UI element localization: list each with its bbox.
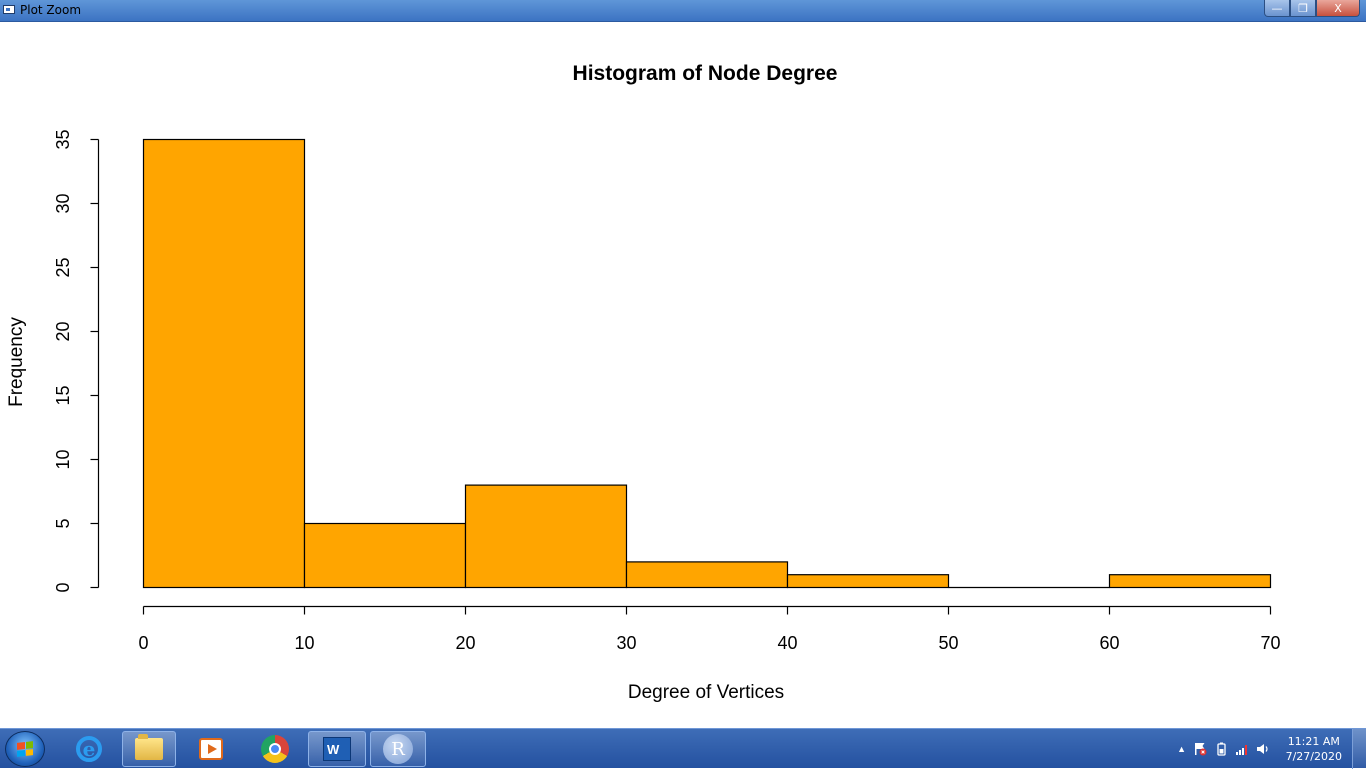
- media-player-taskbar-item[interactable]: [182, 731, 240, 767]
- histogram-bar-40-50: [786, 574, 950, 589]
- action-center-icon[interactable]: [1193, 742, 1207, 756]
- window-controls: — ❐ X: [1264, 0, 1360, 18]
- plot-window-icon: [3, 5, 15, 14]
- minimize-button[interactable]: —: [1264, 0, 1290, 17]
- x-tick-label-60: 60: [1099, 633, 1119, 653]
- r-taskbar-item[interactable]: R: [370, 731, 426, 767]
- y-axis: 0 5 10 15 20 25 30 35: [53, 129, 100, 593]
- x-tick-label-30: 30: [616, 633, 636, 653]
- taskbar-clock[interactable]: 11:21 AM 7/27/2020: [1286, 734, 1342, 764]
- network-icon[interactable]: [1235, 742, 1249, 756]
- clock-time: 11:21 AM: [1287, 735, 1340, 748]
- show-hidden-icons-icon[interactable]: ▲: [1177, 744, 1186, 754]
- chart-title: Histogram of Node Degree: [573, 62, 838, 85]
- close-button[interactable]: X: [1316, 0, 1360, 17]
- internet-explorer-taskbar-item[interactable]: e: [60, 731, 118, 767]
- window-titlebar: Plot Zoom — ❐ X: [0, 0, 1366, 22]
- word-taskbar-item[interactable]: W: [308, 731, 366, 767]
- internet-explorer-icon: e: [76, 736, 102, 762]
- y-tick-label-25: 25: [53, 257, 73, 277]
- volume-icon[interactable]: [1256, 742, 1270, 756]
- x-tick-label-40: 40: [777, 633, 797, 653]
- clock-date: 7/27/2020: [1285, 750, 1342, 763]
- x-tick-label-50: 50: [938, 633, 958, 653]
- histogram-bar-10-20: [303, 522, 467, 589]
- y-tick-label-0: 0: [53, 582, 73, 592]
- window-title: Plot Zoom: [20, 3, 82, 17]
- show-desktop-button[interactable]: [1352, 729, 1366, 769]
- windows-start-icon[interactable]: [5, 731, 45, 767]
- r-icon: R: [383, 734, 413, 764]
- y-tick-label-30: 30: [53, 193, 73, 213]
- chrome-taskbar-item[interactable]: [246, 731, 304, 767]
- y-tick-label-5: 5: [53, 518, 73, 528]
- histogram-bar-0-10: [142, 138, 306, 589]
- maximize-button[interactable]: ❐: [1290, 0, 1316, 17]
- x-axis-label: Degree of Vertices: [628, 682, 784, 703]
- chrome-icon: [261, 735, 289, 763]
- battery-icon[interactable]: [1214, 742, 1228, 756]
- system-tray: ▲: [1177, 729, 1270, 769]
- y-axis-label: Frequency: [6, 317, 27, 407]
- histogram-bar-30-40: [625, 561, 789, 589]
- histogram-bar-20-30: [464, 484, 628, 589]
- x-tick-label-10: 10: [294, 633, 314, 653]
- histogram-chart: Histogram of Node Degree Degree of Verti…: [6, 62, 1281, 703]
- file-explorer-taskbar-item[interactable]: [122, 731, 176, 767]
- x-tick-label-70: 70: [1260, 633, 1280, 653]
- y-tick-label-35: 35: [53, 129, 73, 149]
- histogram-bars: [142, 138, 1272, 589]
- taskbar: e W R ▲ 11:21 AM 7/27/2020: [0, 728, 1366, 769]
- y-tick-label-20: 20: [53, 321, 73, 341]
- histogram-bar-60-70: [1108, 574, 1272, 589]
- media-player-icon: [199, 738, 223, 760]
- x-axis: 0 10 20 30 40 50 60 70: [138, 605, 1281, 653]
- word-icon: W: [323, 737, 351, 761]
- y-tick-label-15: 15: [53, 385, 73, 405]
- x-tick-label-20: 20: [455, 633, 475, 653]
- y-tick-label-10: 10: [53, 449, 73, 469]
- file-explorer-icon: [135, 734, 163, 760]
- x-tick-label-0: 0: [138, 633, 148, 653]
